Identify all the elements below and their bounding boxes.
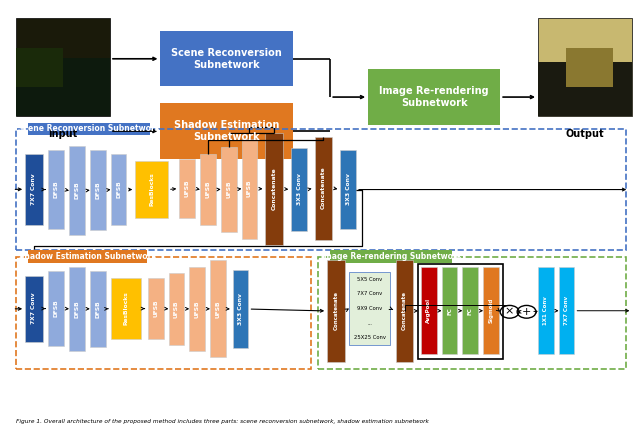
Bar [148,278,163,339]
Text: 3X3 Conv: 3X3 Conv [296,174,301,205]
Bar [15,57,110,116]
Bar [327,260,345,362]
Text: Sigmoid: Sigmoid [488,298,493,324]
Bar [463,267,478,354]
Bar [483,267,499,354]
Text: 9X9 Conv: 9X9 Conv [357,306,382,311]
Text: Output: Output [566,129,604,139]
Text: +: + [522,307,531,317]
Text: ResBlocks: ResBlocks [124,292,129,325]
Bar [49,150,64,229]
Bar [15,256,312,369]
Bar [538,18,632,116]
Text: Shadow Estimation
Subnetwork: Shadow Estimation Subnetwork [173,120,279,142]
Text: Scene Reconversion
Subnetwork: Scene Reconversion Subnetwork [171,48,282,70]
Bar [314,137,332,240]
Text: Scene Reconversion Subnetwork: Scene Reconversion Subnetwork [19,125,160,134]
Bar [566,48,614,87]
Text: FC: FC [447,307,452,315]
Bar [161,31,292,86]
Bar [317,256,626,369]
Text: FC: FC [468,307,473,315]
Text: UFSB: UFSB [205,181,211,198]
Bar [241,139,257,239]
Bar [90,271,106,347]
Bar [559,267,575,354]
Bar [49,271,64,346]
Bar [15,18,110,116]
Bar [90,150,106,230]
Bar [233,270,248,348]
Bar [69,267,85,351]
Bar [15,48,63,87]
Text: DFSB: DFSB [95,300,100,318]
Bar [111,155,126,225]
Text: ...: ... [367,321,372,326]
Text: 7X7 Conv: 7X7 Conv [357,291,382,296]
Text: UFSB: UFSB [184,180,189,197]
Text: DFSB: DFSB [74,182,79,199]
Bar [111,278,141,339]
Text: Shadow Estimation Subnetwork: Shadow Estimation Subnetwork [19,252,156,261]
Text: DFSB: DFSB [54,300,59,318]
Text: DFSB: DFSB [54,181,59,198]
Bar [349,272,390,345]
Text: UFSB: UFSB [174,300,179,318]
Bar [69,146,85,235]
Text: Concatenate: Concatenate [333,291,339,330]
Bar [28,250,147,263]
Bar [15,129,626,250]
Bar [200,155,216,225]
Bar [266,133,283,245]
Bar [135,161,168,218]
Text: Input: Input [48,129,77,139]
Bar [396,260,413,362]
Text: UFSB: UFSB [247,180,252,197]
Text: 1X1 Conv: 1X1 Conv [543,296,548,325]
Text: Concatenate: Concatenate [402,291,407,330]
Bar [25,155,43,225]
Bar [291,148,307,231]
Bar [538,62,632,116]
Text: ×: × [505,307,515,317]
Text: Concatenate: Concatenate [272,168,276,210]
Bar [161,104,292,159]
Bar [368,69,500,125]
Text: 3X3 Conv: 3X3 Conv [238,293,243,325]
Text: DFSB: DFSB [116,181,121,198]
Bar [538,267,554,354]
Text: UFSB: UFSB [226,181,231,198]
Bar [442,267,458,354]
Bar [28,122,150,135]
Text: 7X7 Conv: 7X7 Conv [564,296,569,325]
Text: 7X7 Conv: 7X7 Conv [31,293,36,324]
Bar [168,273,184,345]
Bar [340,150,356,229]
Text: Figure 1. Overall architecture of the proposed method includes three parts: scen: Figure 1. Overall architecture of the pr… [15,419,429,425]
Text: DFSB: DFSB [74,300,79,318]
Bar [210,260,226,357]
Text: UFSB: UFSB [195,300,200,318]
Bar [330,250,452,263]
Bar [189,267,205,351]
Bar [179,159,195,218]
Text: AvgPool: AvgPool [426,298,431,323]
Bar [25,276,43,342]
Bar [221,147,237,232]
Text: Image Re-rendering
Subnetwork: Image Re-rendering Subnetwork [380,86,489,108]
Text: 25X25 Conv: 25X25 Conv [353,335,385,340]
Bar [419,264,503,360]
Bar [421,267,436,354]
Text: 3X3 Conv: 3X3 Conv [346,174,351,205]
Text: UFSB: UFSB [153,300,158,317]
Text: ResBlocks: ResBlocks [149,172,154,206]
Text: 7X7 Conv: 7X7 Conv [31,174,36,205]
Text: DFSB: DFSB [95,181,100,199]
Text: 5X5 Conv: 5X5 Conv [357,276,382,282]
Text: Image Re-rendering Subnetwork: Image Re-rendering Subnetwork [321,252,461,261]
Text: Concatenate: Concatenate [321,167,326,209]
Text: UFSB: UFSB [216,300,220,318]
